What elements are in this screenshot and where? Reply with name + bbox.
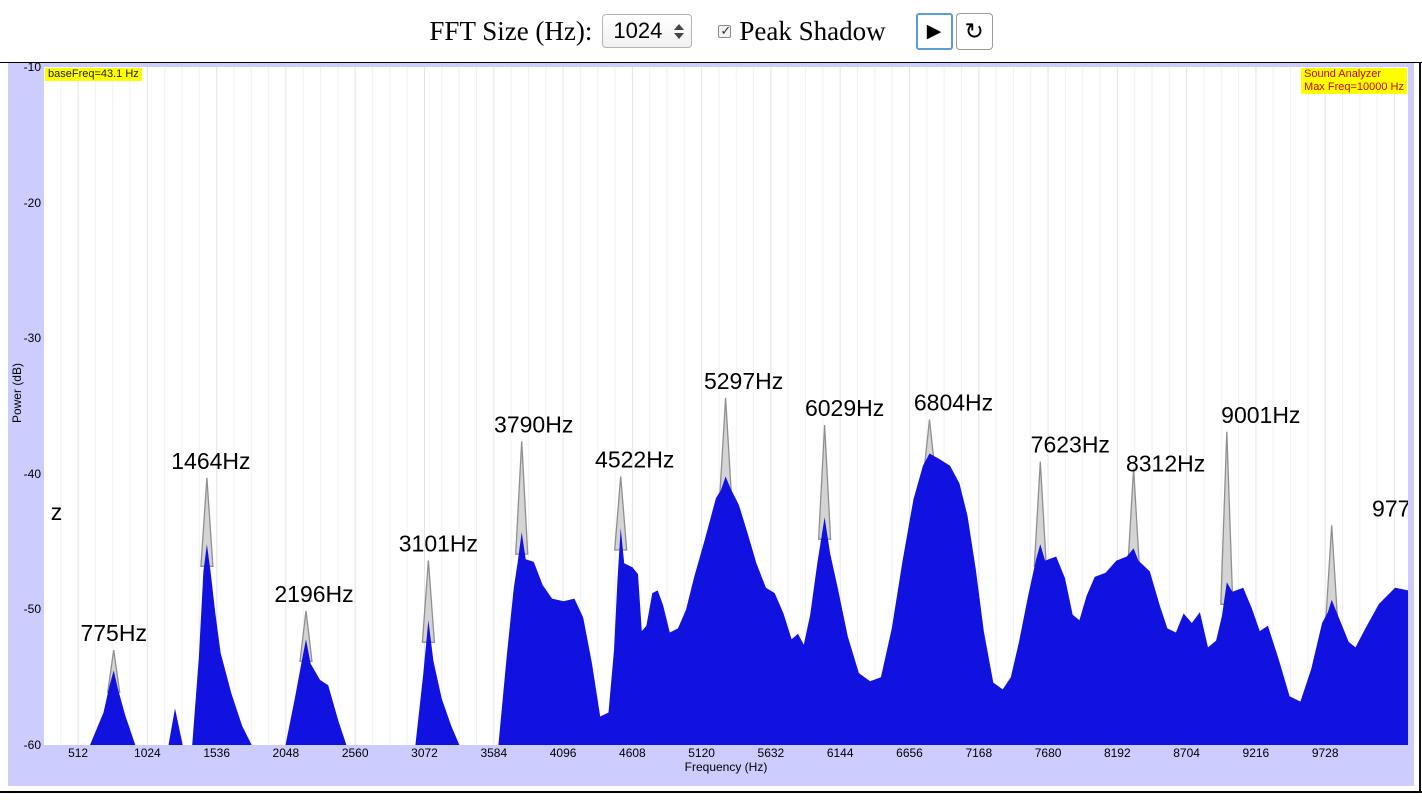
y-tick-label: -10 xyxy=(23,63,41,74)
y-tick-label: -40 xyxy=(23,466,41,481)
reset-button[interactable]: ↻ xyxy=(955,12,993,50)
y-tick-label: -60 xyxy=(23,738,41,752)
plot-area[interactable]: 775Hz 1464Hz 2196Hz 3101Hz 3790Hz 4522Hz 5297H… xyxy=(44,67,1408,745)
x-tick-label: 9216 xyxy=(1242,746,1270,760)
fft-size-select[interactable]: 1024 xyxy=(602,14,693,48)
peak-label: 6804Hz xyxy=(914,390,993,416)
x-tick-label: 2560 xyxy=(341,746,369,760)
x-tick-label: 3072 xyxy=(411,746,438,760)
peak-label: 3101Hz xyxy=(399,531,478,557)
x-axis-title: Frequency (Hz) xyxy=(684,760,768,774)
analyzer-tag-maxfreq: Max Freq=10000 Hz xyxy=(1304,81,1404,93)
peak-label: 7623Hz xyxy=(1031,432,1110,458)
fft-size-label: FFT Size (Hz): xyxy=(429,15,593,46)
y-axis-title: Power (dB) xyxy=(10,363,24,424)
x-tick-label: 6656 xyxy=(896,746,923,760)
basefreq-tag: baseFreq=43.1 Hz xyxy=(45,68,142,81)
x-axis-ticks: 512 1024 1536 2048 2560 3072 3584 4096 4608 5120 5… xyxy=(44,746,1408,760)
toolbar: FFT Size (Hz): 1024 Peak Shadow ▶ ↻ xyxy=(0,0,1422,62)
y-tick-label: -30 xyxy=(23,331,41,346)
peak-labels: 775Hz 1464Hz 2196Hz 3101Hz 3790Hz 4522Hz 5297H… xyxy=(51,368,1408,646)
right-divider xyxy=(1419,62,1421,793)
spectrum-svg: 775Hz 1464Hz 2196Hz 3101Hz 3790Hz 4522Hz 5297H… xyxy=(44,67,1408,745)
x-tick-label: 4096 xyxy=(549,746,577,760)
select-stepper-icon xyxy=(674,23,685,39)
clipped-peak-label: z xyxy=(51,499,63,525)
x-tick-label: 6144 xyxy=(826,746,854,760)
fft-size-value: 1024 xyxy=(613,18,663,43)
reset-icon: ↻ xyxy=(964,17,984,44)
x-tick-label: 9728 xyxy=(1311,746,1339,760)
play-icon: ▶ xyxy=(926,20,942,42)
peak-label: 6029Hz xyxy=(805,395,884,421)
peak-label: 5297Hz xyxy=(704,368,783,394)
x-tick-label: 3584 xyxy=(480,746,508,760)
x-tick-label: 8704 xyxy=(1173,746,1200,760)
spectrum-area xyxy=(44,453,1408,745)
x-tick-label: 4608 xyxy=(619,746,646,760)
peak-shadow-checkbox[interactable] xyxy=(718,23,732,39)
analyzer-tag: Sound Analyzer Max Freq=10000 Hz xyxy=(1301,68,1407,94)
x-tick-label: 8192 xyxy=(1103,746,1131,760)
peak-label: 9776Hz xyxy=(1372,495,1408,521)
analyzer-tag-title: Sound Analyzer xyxy=(1304,68,1382,80)
peak-label: 8312Hz xyxy=(1126,450,1205,476)
y-tick-label: -50 xyxy=(23,602,41,617)
bottom-divider xyxy=(0,791,1422,793)
peak-shadow-label: Peak Shadow xyxy=(739,15,886,46)
x-tick-label: 512 xyxy=(68,746,89,760)
play-button[interactable]: ▶ xyxy=(915,12,953,50)
spectrum-chart: Power (dB) -10 -20 -30 -40 -50 -60 775Hz 1464H… xyxy=(8,63,1414,786)
peak-label: 1464Hz xyxy=(171,448,250,474)
x-tick-label: 2048 xyxy=(272,746,300,760)
top-divider xyxy=(0,62,1422,63)
transport-buttons: ▶ ↻ xyxy=(915,12,993,50)
peak-label: 2196Hz xyxy=(274,581,353,607)
peak-shadow xyxy=(1220,431,1234,605)
peak-label: 3790Hz xyxy=(494,411,573,437)
x-tick-label: 7680 xyxy=(1034,746,1062,760)
y-tick-label: -20 xyxy=(23,195,41,210)
peak-label: 4522Hz xyxy=(595,447,674,473)
x-tick-label: 7168 xyxy=(965,746,993,760)
x-tick-label: 5120 xyxy=(688,746,715,760)
x-tick-label: 1024 xyxy=(134,746,161,760)
x-tick-label: 1536 xyxy=(203,746,231,760)
peak-label: 9001Hz xyxy=(1221,402,1300,428)
peak-label: 775Hz xyxy=(80,620,146,646)
x-tick-label: 5632 xyxy=(757,746,785,760)
peak-shadow-control: Peak Shadow xyxy=(718,15,886,47)
